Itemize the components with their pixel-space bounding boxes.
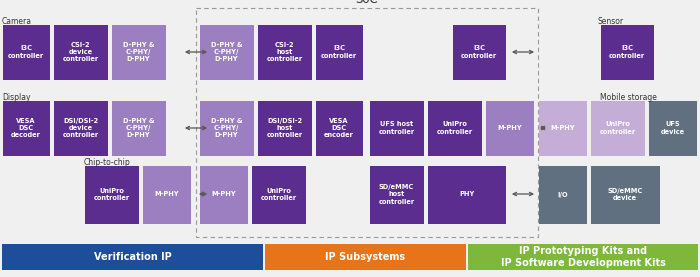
Text: UniPro
controller: UniPro controller xyxy=(436,122,473,135)
Text: PHY: PHY xyxy=(459,191,474,198)
Text: Sensor: Sensor xyxy=(597,17,623,26)
FancyBboxPatch shape xyxy=(258,101,312,155)
FancyBboxPatch shape xyxy=(601,24,654,79)
Text: D-PHY &
C-PHY/
D-PHY: D-PHY & C-PHY/ D-PHY xyxy=(211,118,242,138)
FancyBboxPatch shape xyxy=(53,24,108,79)
FancyBboxPatch shape xyxy=(648,101,696,155)
FancyBboxPatch shape xyxy=(591,165,659,224)
Text: I3C
controller: I3C controller xyxy=(461,45,497,58)
FancyBboxPatch shape xyxy=(316,101,363,155)
Text: CSI-2
host
controller: CSI-2 host controller xyxy=(267,42,302,62)
FancyBboxPatch shape xyxy=(370,101,424,155)
Text: D-PHY &
C-PHY/
D-PHY: D-PHY & C-PHY/ D-PHY xyxy=(122,42,154,62)
FancyBboxPatch shape xyxy=(538,165,587,224)
Text: Display: Display xyxy=(2,93,31,102)
FancyBboxPatch shape xyxy=(258,24,312,79)
Text: VESA
DSC
decoder: VESA DSC decoder xyxy=(11,118,41,138)
Text: DSI/DSI-2
host
controller: DSI/DSI-2 host controller xyxy=(267,118,302,138)
Text: IP Prototyping Kits and
IP Software Development Kits: IP Prototyping Kits and IP Software Deve… xyxy=(500,246,666,268)
Text: D-PHY &
C-PHY/
D-PHY: D-PHY & C-PHY/ D-PHY xyxy=(211,42,242,62)
Text: Chip-to-chip: Chip-to-chip xyxy=(84,158,131,167)
Text: D-PHY &
C-PHY/
D-PHY: D-PHY & C-PHY/ D-PHY xyxy=(122,118,154,138)
Text: UniPro
controller: UniPro controller xyxy=(260,188,297,201)
Text: UniPro
controller: UniPro controller xyxy=(599,122,636,135)
FancyBboxPatch shape xyxy=(316,24,363,79)
FancyBboxPatch shape xyxy=(591,101,645,155)
Text: I/O: I/O xyxy=(557,191,568,198)
FancyBboxPatch shape xyxy=(111,24,165,79)
FancyBboxPatch shape xyxy=(53,101,108,155)
Text: IP Subsystems: IP Subsystems xyxy=(326,252,405,262)
Bar xyxy=(468,244,698,270)
Text: SD/eMMC
host
controller: SD/eMMC host controller xyxy=(379,184,414,204)
Text: M-PHY: M-PHY xyxy=(211,191,236,198)
FancyBboxPatch shape xyxy=(3,101,50,155)
Bar xyxy=(2,244,263,270)
Bar xyxy=(265,244,466,270)
Text: CSI-2
device
controller: CSI-2 device controller xyxy=(62,42,99,62)
FancyBboxPatch shape xyxy=(370,165,424,224)
Text: SD/eMMC
device: SD/eMMC device xyxy=(608,188,643,201)
Text: UFS host
controller: UFS host controller xyxy=(379,122,414,135)
FancyBboxPatch shape xyxy=(3,24,50,79)
FancyBboxPatch shape xyxy=(486,101,533,155)
Text: VESA
DSC
encoder: VESA DSC encoder xyxy=(324,118,354,138)
Text: I3C
controller: I3C controller xyxy=(321,45,357,58)
FancyBboxPatch shape xyxy=(85,165,139,224)
FancyBboxPatch shape xyxy=(199,165,248,224)
Text: UniPro
controller: UniPro controller xyxy=(93,188,130,201)
FancyBboxPatch shape xyxy=(199,101,253,155)
FancyBboxPatch shape xyxy=(111,101,165,155)
FancyBboxPatch shape xyxy=(143,165,190,224)
Text: Verification IP: Verification IP xyxy=(94,252,172,262)
Text: UFS
device: UFS device xyxy=(660,122,685,135)
Text: M-PHY: M-PHY xyxy=(497,125,522,131)
Text: Camera: Camera xyxy=(2,17,32,26)
Text: I3C
controller: I3C controller xyxy=(8,45,44,58)
FancyBboxPatch shape xyxy=(538,101,587,155)
Text: M-PHY: M-PHY xyxy=(154,191,178,198)
Text: SoC: SoC xyxy=(356,0,379,6)
FancyBboxPatch shape xyxy=(452,24,505,79)
Bar xyxy=(196,8,538,237)
FancyBboxPatch shape xyxy=(199,24,253,79)
Text: I3C
controller: I3C controller xyxy=(609,45,645,58)
Text: DSI/DSI-2
device
controller: DSI/DSI-2 device controller xyxy=(62,118,99,138)
FancyBboxPatch shape xyxy=(428,101,482,155)
Text: M-PHY: M-PHY xyxy=(550,125,575,131)
FancyBboxPatch shape xyxy=(251,165,305,224)
Text: Mobile storage: Mobile storage xyxy=(600,93,657,102)
FancyBboxPatch shape xyxy=(428,165,505,224)
